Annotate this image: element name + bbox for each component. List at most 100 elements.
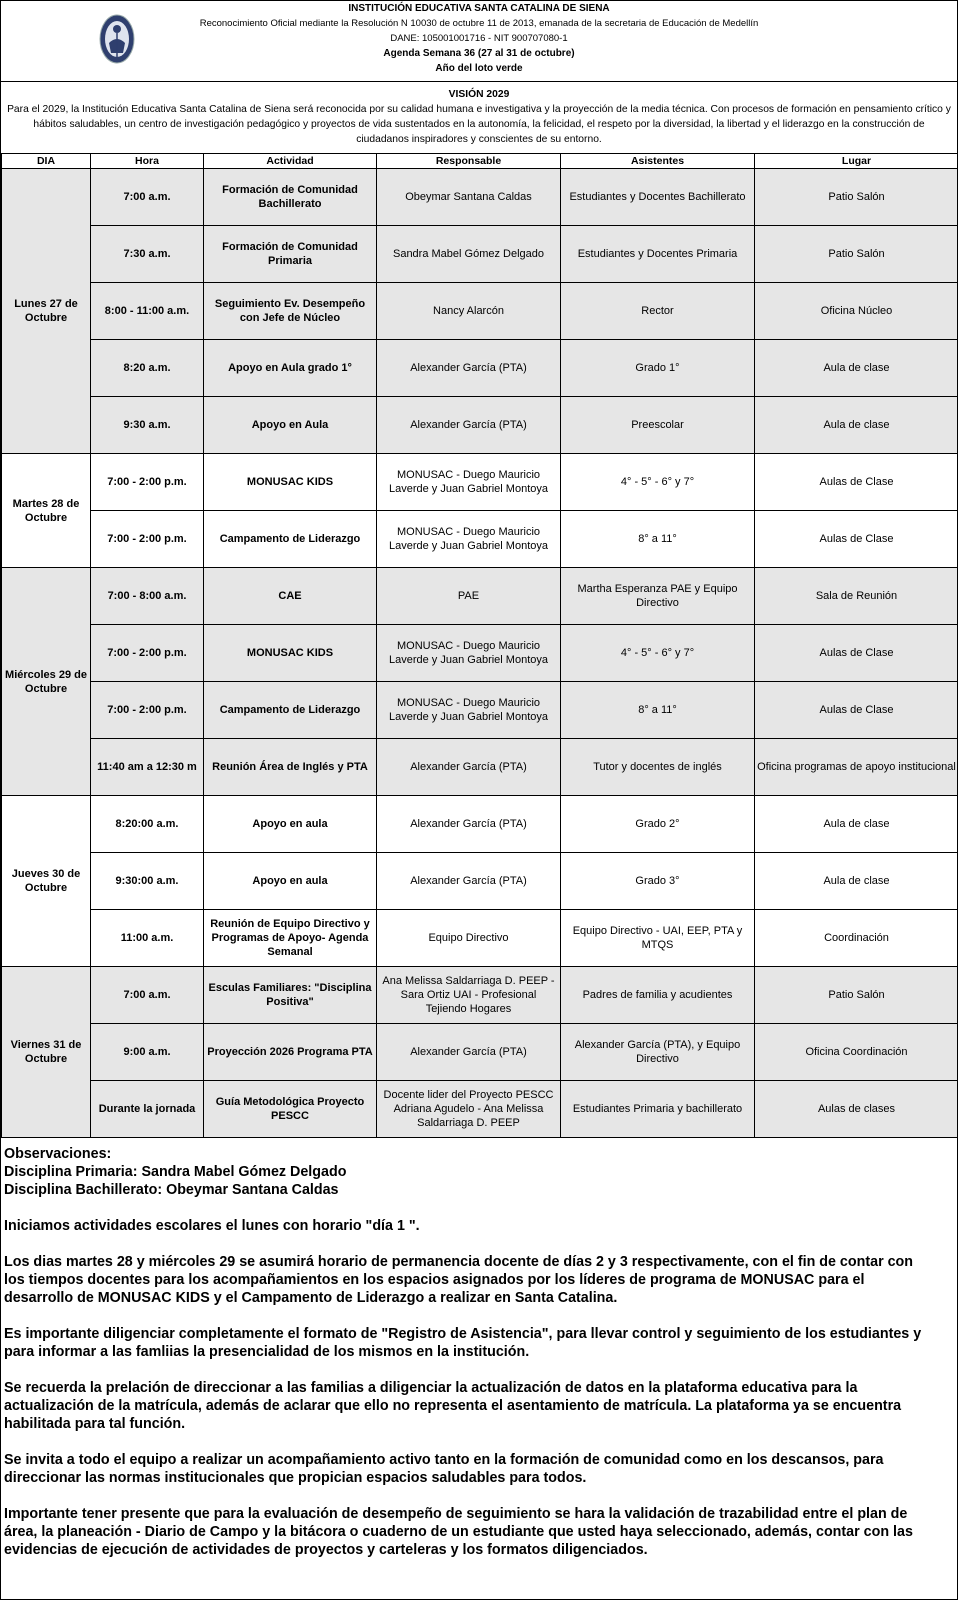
observation-line: Iniciamos actividades escolares el lunes…: [4, 1218, 420, 1234]
place-cell: Oficina programas de apoyo institucional: [754, 738, 957, 796]
observation-line: Los dias martes 28 y miércoles 29 se asu…: [4, 1254, 914, 1270]
time-cell: 7:00 - 2:00 p.m.: [90, 510, 204, 568]
column-header: Lugar: [754, 153, 957, 169]
responsible-cell: Alexander García (PTA): [376, 795, 561, 853]
place-cell: Oficina Coordinación: [754, 1023, 957, 1081]
place-cell: Aulas de Clase: [754, 510, 957, 568]
responsible-cell: MONUSAC - Duego Mauricio Laverde y Juan …: [376, 624, 561, 682]
agenda-row: 9:30:00 a.m. Apoyo en aula Alexander Garcí…: [2, 852, 957, 910]
responsible-cell: Docente lider del Proyecto PESCC Adriana…: [376, 1080, 561, 1138]
attendees-cell: Grado 3°: [560, 852, 755, 910]
observation-line: área, la planeación - Diario de Campo y …: [4, 1524, 913, 1540]
day-cell: Jueves 30 de Octubre: [1, 795, 91, 967]
agenda-row: Lunes 27 de Octubre 7:00 a.m. Formación de…: [1, 168, 957, 454]
observation-line: Disciplina Bachillerato: Obeymar Santana…: [4, 1182, 339, 1198]
place-cell: Aulas de Clase: [754, 624, 957, 682]
agenda-row: 8:20 a.m. Apoyo en Aula grado 1° Alexander…: [2, 339, 957, 397]
agenda-row: 8:00 - 11:00 a.m. Seguimiento Ev. Desempe…: [2, 282, 957, 340]
activity-cell: Apoyo en aula: [203, 795, 377, 853]
responsible-cell: PAE: [376, 567, 561, 625]
observation-line: evidencias de ejecución de actividades d…: [4, 1542, 648, 1558]
header-title: INSTITUCIÓN EDUCATIVA SANTA CATALINA DE …: [348, 3, 610, 14]
activity-cell: Seguimiento Ev. Desempeño con Jefe de Nú…: [203, 282, 377, 340]
attendees-cell: Equipo Directivo - UAI, EEP, PTA y MTQS: [560, 909, 755, 967]
agenda-row: 11:40 am a 12:30 m Reunión Área de Inglés…: [2, 738, 957, 796]
observation-line: Se invita a todo el equipo a realizar un…: [4, 1452, 884, 1468]
header-resolution: Reconocimiento Oficial mediante la Resol…: [199, 18, 759, 29]
observation-line: desarrollo de MONUSAC KIDS y el Campamen…: [4, 1290, 618, 1306]
agenda-row: Durante la jornada Guía Metodológica Proy…: [2, 1080, 957, 1138]
place-cell: Aula de clase: [754, 852, 957, 910]
agenda-row: Viernes 31 de Octubre 7:00 a.m. Esculas Fa…: [1, 966, 957, 1138]
responsible-cell: Alexander García (PTA): [376, 1023, 561, 1081]
responsible-cell: Equipo Directivo: [376, 909, 561, 967]
agenda-row: 11:00 a.m. Reunión de Equipo Directivo y …: [2, 909, 957, 967]
attendees-cell: Tutor y docentes de inglés: [560, 738, 755, 796]
day-cell: Viernes 31 de Octubre: [1, 966, 91, 1138]
activity-cell: Reunión de Equipo Directivo y Programas …: [203, 909, 377, 967]
observation-paragraph: Importante tener presente que para la ev…: [4, 1505, 954, 1559]
attendees-cell: 8° a 11°: [560, 681, 755, 739]
agenda-row: 9:00 a.m. Proyección 2026 Programa PTA Ale…: [2, 1023, 957, 1081]
observation-paragraph: Observaciones: Disciplina Primaria: Sandr…: [4, 1145, 954, 1199]
responsible-cell: Alexander García (PTA): [376, 852, 561, 910]
time-cell: 9:00 a.m.: [90, 1023, 204, 1081]
agenda-row: 7:00 - 2:00 p.m. MONUSAC KIDS MONUSAC - Du…: [2, 624, 957, 682]
activity-cell: Guía Metodológica Proyecto PESCC: [203, 1080, 377, 1138]
vision: VISIÓN 2029 Para el 2029, la Institución …: [1, 87, 957, 153]
time-cell: 7:00 - 2:00 p.m.: [90, 624, 204, 682]
attendees-cell: Padres de familia y acudientes: [560, 966, 755, 1024]
place-cell: Aulas de clases: [754, 1080, 957, 1138]
agenda-table: DIA Hora Actividad Responsable Asistentes Lug…: [1, 153, 957, 1138]
observation-line: Disciplina Primaria: Sandra Mabel Gómez …: [4, 1164, 347, 1180]
observation-line: habilitada para tal función.: [4, 1416, 186, 1432]
attendees-cell: 4° - 5° - 6° y 7°: [560, 624, 755, 682]
time-cell: 7:00 a.m.: [90, 168, 204, 226]
observation-paragraph: Iniciamos actividades escolares el lunes…: [4, 1217, 954, 1235]
observation-line: los tiempos docentes para los acompañami…: [4, 1272, 865, 1288]
attendees-cell: Estudiantes Primaria y bachillerato: [560, 1080, 755, 1138]
agenda-row: Martes 28 de Octubre 7:00 - 2:00 p.m. MONU…: [1, 453, 957, 568]
day-cell: Miércoles 29 de Octubre: [1, 567, 91, 796]
attendees-cell: 8° a 11°: [560, 510, 755, 568]
place-cell: Aulas de Clase: [754, 453, 957, 511]
column-header: Actividad: [203, 153, 377, 169]
place-cell: Sala de Reunión: [754, 567, 957, 625]
agenda-row: Jueves 30 de Octubre 8:20:00 a.m. Apoyo en…: [1, 795, 957, 967]
observation-paragraph: Se invita a todo el equipo a realizar un…: [4, 1451, 954, 1487]
activity-cell: MONUSAC KIDS: [203, 453, 377, 511]
place-cell: Coordinación: [754, 909, 957, 967]
observation-paragraph: Es importante diligenciar completamente …: [4, 1325, 954, 1361]
responsible-cell: Obeymar Santana Caldas: [376, 168, 561, 226]
responsible-cell: Sandra Mabel Gómez Delgado: [376, 225, 561, 283]
header-year: Año del loto verde: [435, 63, 523, 74]
activity-cell: Apoyo en Aula grado 1°: [203, 339, 377, 397]
responsible-cell: Alexander García (PTA): [376, 738, 561, 796]
attendees-cell: Estudiantes y Docentes Bachillerato: [560, 168, 755, 226]
observation-line: Observaciones:: [4, 1146, 112, 1162]
responsible-cell: Alexander García (PTA): [376, 339, 561, 397]
responsible-cell: MONUSAC - Duego Mauricio Laverde y Juan …: [376, 681, 561, 739]
place-cell: Oficina Núcleo: [754, 282, 957, 340]
activity-cell: CAE: [203, 567, 377, 625]
header-dane: DANE: 105001001716 - NIT 900707080-1: [390, 33, 568, 44]
activity-cell: Esculas Familiares: "Disciplina Positiva…: [203, 966, 377, 1024]
attendees-cell: Estudiantes y Docentes Primaria: [560, 225, 755, 283]
place-cell: Aula de clase: [754, 396, 957, 454]
activity-cell: Reunión Área de Inglés y PTA: [203, 738, 377, 796]
responsible-cell: MONUSAC - Duego Mauricio Laverde y Juan …: [376, 510, 561, 568]
observation-line: para informar a las famliias la presenci…: [4, 1344, 530, 1360]
time-cell: 7:30 a.m.: [90, 225, 204, 283]
time-cell: 7:00 a.m.: [90, 966, 204, 1024]
attendees-cell: Martha Esperanza PAE y Equipo Directivo: [560, 567, 755, 625]
place-cell: Patio Salón: [754, 225, 957, 283]
place-cell: Patio Salón: [754, 168, 957, 226]
attendees-cell: 4° - 5° - 6° y 7°: [560, 453, 755, 511]
day-cell: Lunes 27 de Octubre: [1, 168, 91, 454]
attendees-cell: Grado 2°: [560, 795, 755, 853]
activity-cell: Apoyo en Aula: [203, 396, 377, 454]
observation-line: actualización de la matrícula, además de…: [4, 1398, 902, 1414]
time-cell: 11:00 a.m.: [90, 909, 204, 967]
activity-cell: Formación de Comunidad Primaria: [203, 225, 377, 283]
attendees-cell: Rector: [560, 282, 755, 340]
